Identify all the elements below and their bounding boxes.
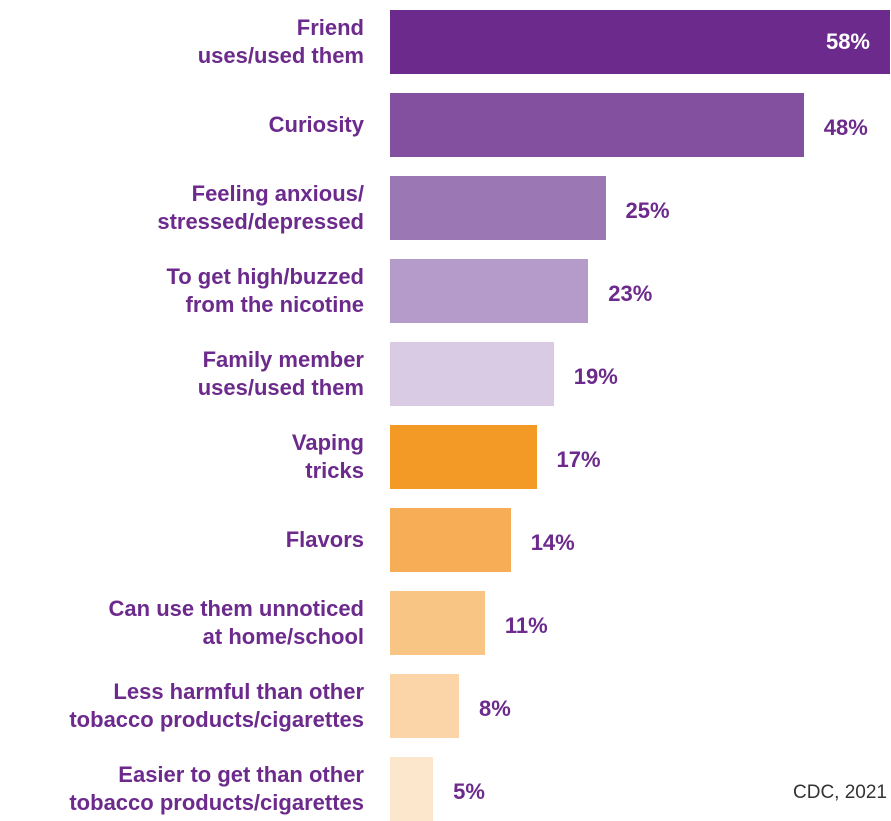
bar [390, 10, 890, 74]
source-note: CDC, 2021 [793, 782, 887, 803]
data-label: 8% [478, 696, 511, 721]
data-label: 58% [825, 29, 870, 54]
bar [390, 176, 606, 240]
bar [390, 757, 434, 821]
bar [390, 93, 804, 157]
bar [390, 674, 459, 738]
data-label: 48% [823, 115, 868, 140]
bar [390, 342, 554, 406]
data-label: 14% [530, 530, 575, 555]
category-label: Curiosity [268, 112, 364, 137]
category-label: Easier to get than other tobacco products… [69, 762, 364, 815]
bar [390, 508, 511, 572]
bar [390, 259, 589, 323]
data-label: 5% [453, 779, 485, 804]
category-label: Family member uses/used them [197, 347, 364, 400]
data-label: 25% [625, 198, 670, 223]
data-label: 17% [556, 447, 601, 472]
data-label: 23% [608, 281, 653, 306]
category-label: Vaping tricks [291, 430, 364, 483]
category-label: To get high/buzzed from the nicotine [166, 264, 364, 317]
category-label: Friend uses/used them [197, 15, 364, 68]
bar [390, 591, 485, 655]
category-label: Can use them unnoticed at home/school [108, 596, 364, 649]
category-label: Less harmful than other tobacco products/… [69, 679, 364, 732]
bar [390, 425, 537, 489]
category-label: Flavors [285, 527, 364, 552]
data-label: 11% [504, 613, 548, 638]
category-label: Feeling anxious/stressed/depressed [157, 181, 364, 234]
data-label: 19% [573, 364, 618, 389]
